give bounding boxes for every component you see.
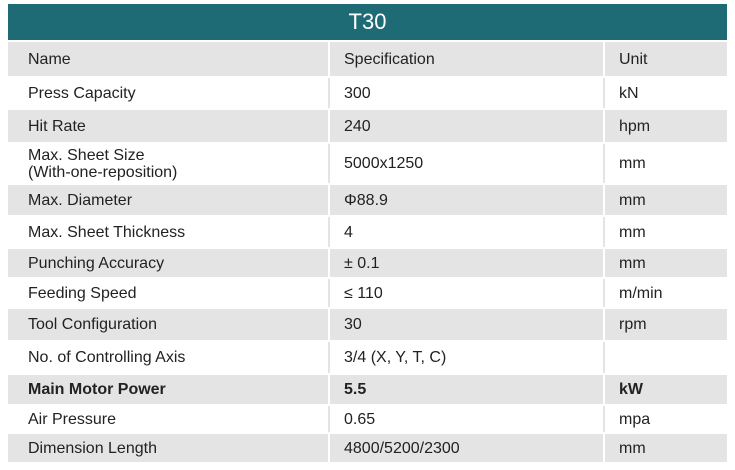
table-cell: 30 bbox=[328, 309, 603, 340]
table-row: Punching Accuracy ± 0.1 mm bbox=[8, 247, 727, 277]
table-row: No. of Controlling Axis 3/4 (X, Y, T, C) bbox=[8, 340, 727, 373]
table-cell: mpa bbox=[603, 406, 727, 432]
table-row: Main Motor Power 5.5 kW bbox=[8, 373, 727, 404]
table-cell: ± 0.1 bbox=[328, 249, 603, 277]
table-cell: Press Capacity bbox=[28, 84, 136, 102]
header-cell: Name bbox=[28, 50, 71, 68]
table-cell: mm bbox=[603, 144, 727, 183]
table-cell: No. of Controlling Axis bbox=[28, 349, 186, 366]
table-cell: Hit Rate bbox=[28, 117, 86, 135]
table-cell: Max. Sheet Size (With-one-reposition) bbox=[28, 146, 178, 181]
table-cell: 240 bbox=[328, 110, 603, 142]
table-title: T30 bbox=[8, 4, 727, 40]
table-cell: hpm bbox=[603, 110, 727, 142]
table-cell: mm bbox=[603, 185, 727, 215]
table-cell: Tool Configuration bbox=[28, 316, 157, 333]
table-cell: mm bbox=[603, 434, 727, 462]
table-cell: 5.5 bbox=[328, 375, 603, 404]
table-cell: Φ88.9 bbox=[328, 185, 603, 215]
table-cell: Air Pressure bbox=[28, 410, 117, 428]
table-cell: Max. Sheet Thickness bbox=[28, 223, 186, 241]
table-cell: 300 bbox=[328, 78, 603, 108]
table-cell: 4800/5200/2300 bbox=[328, 434, 603, 462]
table-cell: kN bbox=[603, 78, 727, 108]
table-cell: 5000x1250 bbox=[328, 144, 603, 183]
table-cell: Feeding Speed bbox=[28, 284, 137, 302]
table-row: Feeding Speed ≤ 110 m/min bbox=[8, 277, 727, 307]
table-row: Max. Sheet Size (With-one-reposition) 500… bbox=[8, 142, 727, 183]
table-cell: Dimension Length bbox=[28, 439, 157, 457]
table-row: Hit Rate 240 hpm bbox=[8, 108, 727, 142]
table-cell: kW bbox=[603, 375, 727, 404]
table-cell: Max. Diameter bbox=[28, 191, 133, 209]
table-cell: Main Motor Power bbox=[28, 381, 166, 398]
table-row: Air Pressure 0.65 mpa bbox=[8, 404, 727, 432]
table-cell: 3/4 (X, Y, T, C) bbox=[328, 342, 603, 373]
table-row: Tool Configuration 30 rpm bbox=[8, 307, 727, 340]
table-row: Max. Sheet Thickness 4 mm bbox=[8, 215, 727, 247]
table-cell: mm bbox=[603, 217, 727, 247]
table-cell: 4 bbox=[328, 217, 603, 247]
table-cell: ≤ 110 bbox=[328, 279, 603, 307]
table-cell bbox=[603, 342, 727, 373]
table-cell: rpm bbox=[603, 309, 727, 340]
header-cell: Unit bbox=[603, 42, 727, 76]
table-cell: mm bbox=[603, 249, 727, 277]
table-row: Dimension Length 4800/5200/2300 mm bbox=[8, 432, 727, 462]
table-row: Max. Diameter Φ88.9 mm bbox=[8, 183, 727, 215]
table-cell: 0.65 bbox=[328, 406, 603, 432]
table-cell: m/min bbox=[603, 279, 727, 307]
table-row: Press Capacity 300 kN bbox=[8, 76, 727, 108]
header-row: Name Specification Unit bbox=[8, 40, 727, 76]
header-cell: Specification bbox=[328, 42, 603, 76]
spec-table: T30 Name Specification Unit Press Capacity 3… bbox=[8, 4, 727, 462]
table-cell: Punching Accuracy bbox=[28, 254, 165, 272]
